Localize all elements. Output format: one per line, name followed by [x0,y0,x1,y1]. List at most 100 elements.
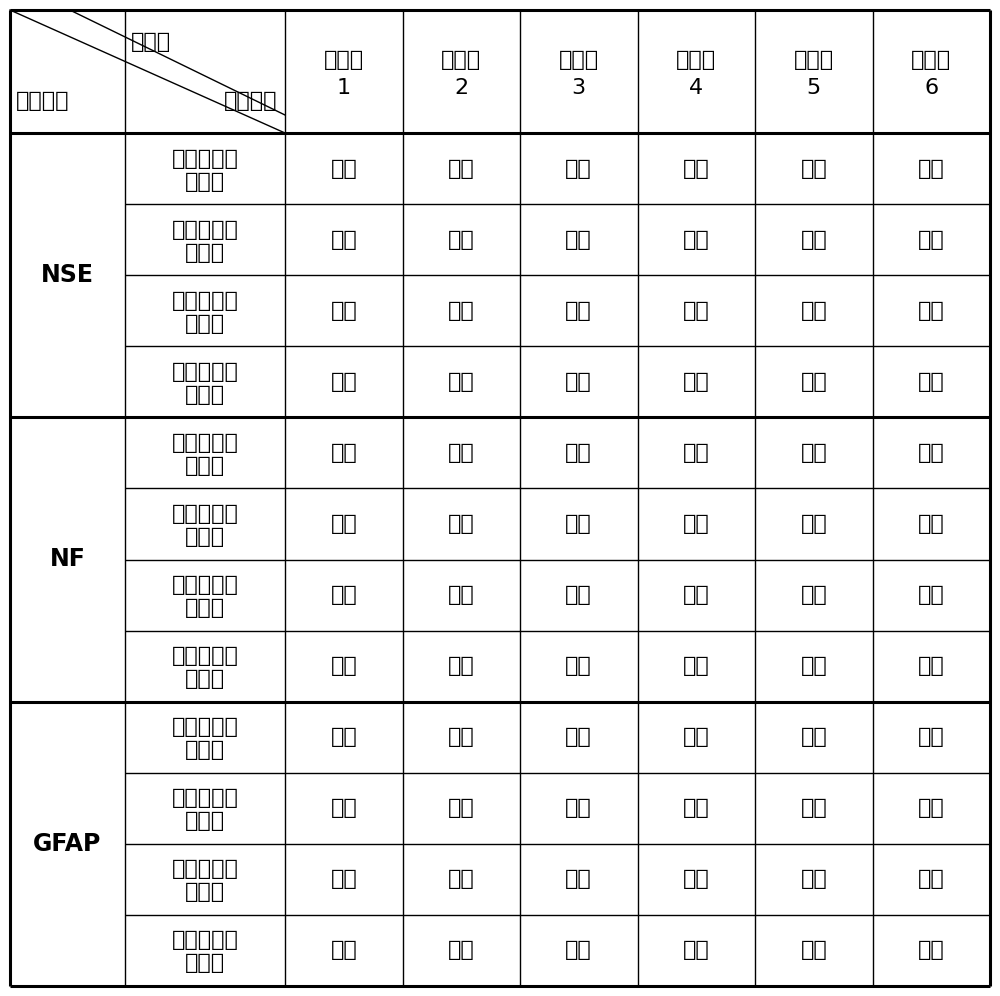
Text: 阳性: 阳性 [565,727,592,747]
Text: 阳性: 阳性 [330,230,357,250]
Text: 阳性: 阳性 [565,158,592,178]
Text: 阴性: 阴性 [918,514,945,534]
Text: 阳性: 阳性 [330,585,357,605]
Text: 阴性: 阴性 [918,301,945,321]
Text: 脂肪间充质: 脂肪间充质 [172,930,238,950]
Text: 实施例: 实施例 [559,50,599,70]
Text: 1: 1 [337,78,351,98]
Text: 检测项目: 检测项目 [16,91,70,111]
Text: 阳性: 阳性 [330,514,357,534]
Text: 阳性: 阳性 [683,230,710,250]
Text: 阳性: 阳性 [683,798,710,819]
Text: 阳性: 阳性 [565,656,592,676]
Text: 阳性: 阳性 [683,443,710,463]
Text: 阳性: 阳性 [330,798,357,819]
Text: 干细胞: 干细胞 [185,456,225,476]
Text: 阳性: 阳性 [330,443,357,463]
Text: 牙髓间充质: 牙髓间充质 [172,433,238,453]
Text: 脂肪间充质: 脂肪间充质 [172,362,238,381]
Text: 阳性: 阳性 [565,585,592,605]
Text: 阳性: 阳性 [330,940,357,960]
Text: 阳性: 阳性 [683,301,710,321]
Text: 阳性: 阳性 [800,301,827,321]
Text: 脐带间充质: 脐带间充质 [172,575,238,595]
Text: 阳性: 阳性 [800,870,827,889]
Text: 干细胞: 干细胞 [185,953,225,973]
Text: 阳性: 阳性 [565,372,592,391]
Text: 阳性: 阳性 [683,656,710,676]
Text: 阳性: 阳性 [330,301,357,321]
Text: 阳性: 阳性 [330,656,357,676]
Text: 阳性: 阳性 [800,585,827,605]
Text: 脐带间充质: 脐带间充质 [172,860,238,879]
Text: 牙髓间充质: 牙髓间充质 [172,148,238,168]
Text: 实施例: 实施例 [441,50,481,70]
Text: 阳性: 阳性 [683,727,710,747]
Text: 阳性: 阳性 [448,230,475,250]
Text: 干细胞: 干细胞 [185,598,225,619]
Text: 脐带间充质: 脐带间充质 [172,291,238,311]
Text: 阳性: 阳性 [565,798,592,819]
Text: 4: 4 [689,78,703,98]
Text: 脂肪间充质: 脂肪间充质 [172,646,238,666]
Text: 阴性: 阴性 [918,798,945,819]
Text: 阳性: 阳性 [565,940,592,960]
Text: 实施例: 实施例 [794,50,834,70]
Text: 阳性: 阳性 [683,940,710,960]
Text: 阳性: 阳性 [330,727,357,747]
Text: 阳性: 阳性 [800,230,827,250]
Text: 骨髓间充质: 骨髓间充质 [172,220,238,240]
Text: 阳性: 阳性 [800,443,827,463]
Text: 干细胞: 干细胞 [185,740,225,760]
Text: 实施例: 实施例 [324,50,364,70]
Text: 阳性: 阳性 [448,656,475,676]
Text: 培养基: 培养基 [131,32,171,52]
Text: 阳性: 阳性 [448,870,475,889]
Text: 阳性: 阳性 [565,301,592,321]
Text: 阳性: 阳性 [683,514,710,534]
Text: 骨髓间充质: 骨髓间充质 [172,504,238,524]
Text: 骨髓间充质: 骨髓间充质 [172,788,238,809]
Text: 阳性: 阳性 [800,372,827,391]
Text: 干细胞: 干细胞 [185,882,225,902]
Text: 阳性: 阳性 [800,514,827,534]
Text: 阳性: 阳性 [330,372,357,391]
Text: 阴性: 阴性 [918,940,945,960]
Text: 阳性: 阳性 [448,798,475,819]
Text: 阳性: 阳性 [683,585,710,605]
Text: 2: 2 [454,78,468,98]
Text: 阳性: 阳性 [448,158,475,178]
Text: 5: 5 [807,78,821,98]
Text: 阳性: 阳性 [683,158,710,178]
Text: 干细胞: 干细胞 [185,527,225,547]
Text: 阳性: 阳性 [800,798,827,819]
Text: 干细胞: 干细胞 [185,669,225,689]
Text: 阳性: 阳性 [565,870,592,889]
Text: 阴性: 阴性 [918,443,945,463]
Text: 阴性: 阴性 [918,656,945,676]
Text: 6: 6 [924,78,938,98]
Text: 阴性: 阴性 [918,230,945,250]
Text: 阳性: 阳性 [330,870,357,889]
Text: GFAP: GFAP [33,832,102,856]
Text: 实施例: 实施例 [676,50,716,70]
Text: 干细胞: 干细胞 [185,243,225,263]
Text: 阳性: 阳性 [800,727,827,747]
Text: 阳性: 阳性 [448,514,475,534]
Text: 阳性: 阳性 [800,656,827,676]
Text: 干细胞: 干细胞 [185,812,225,832]
Text: 阳性: 阳性 [565,443,592,463]
Text: 阳性: 阳性 [800,940,827,960]
Text: 阳性: 阳性 [448,727,475,747]
Text: 阳性: 阳性 [683,870,710,889]
Text: NF: NF [50,548,85,572]
Text: 阴性: 阴性 [918,585,945,605]
Text: 阳性: 阳性 [565,514,592,534]
Text: 阴性: 阴性 [918,727,945,747]
Text: 阳性: 阳性 [800,158,827,178]
Text: 阴性: 阴性 [918,372,945,391]
Text: 阳性: 阳性 [565,230,592,250]
Text: 阳性: 阳性 [448,585,475,605]
Text: 干细胞: 干细胞 [185,171,225,191]
Text: 实施例: 实施例 [911,50,951,70]
